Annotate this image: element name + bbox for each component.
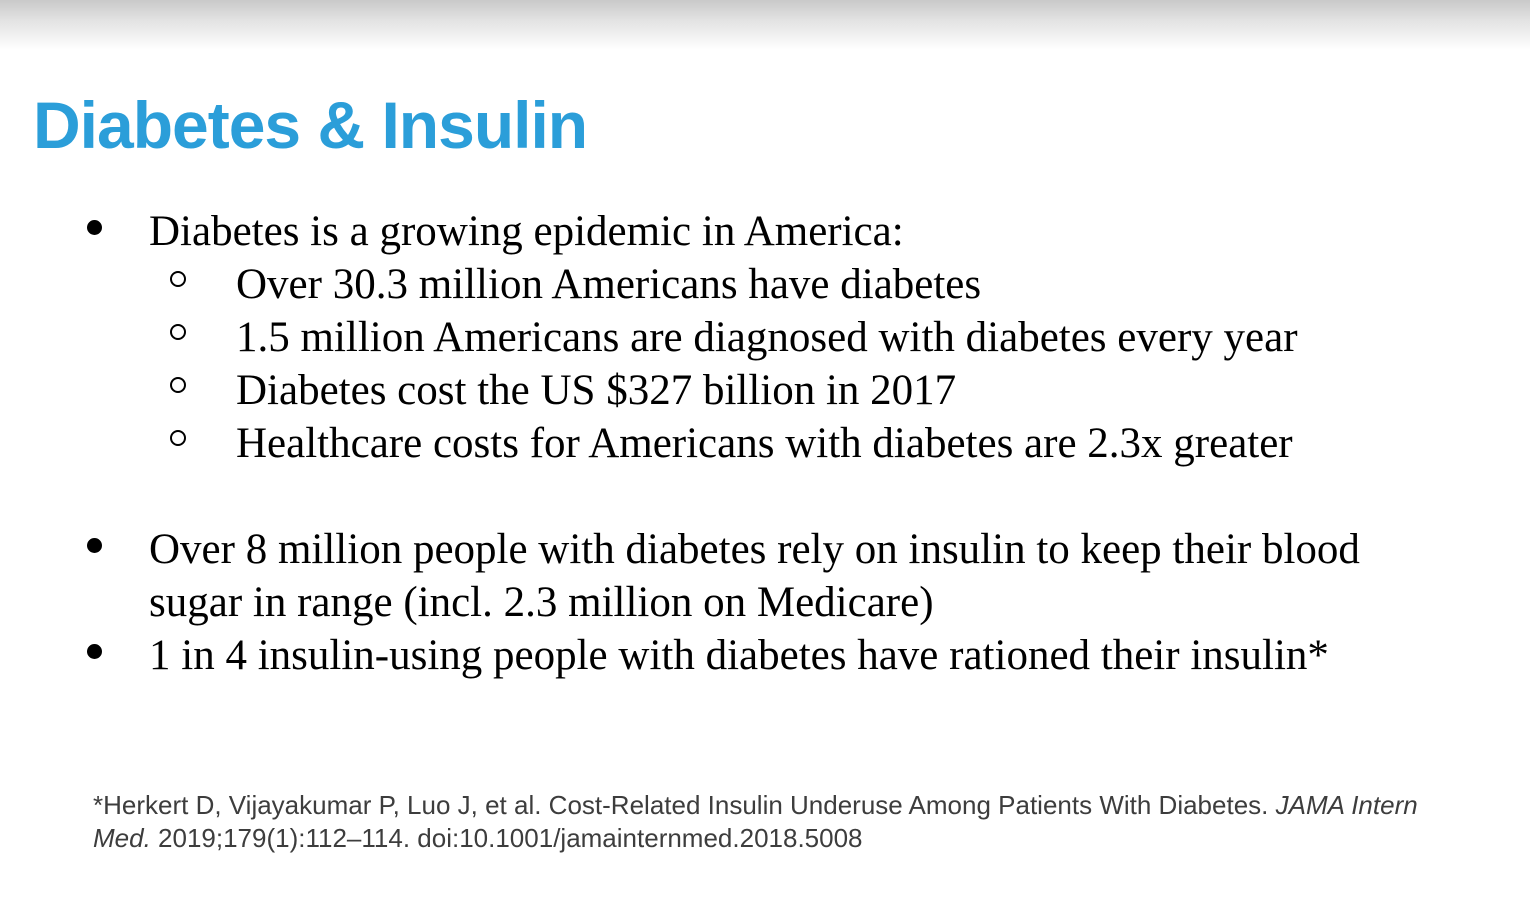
blank-line — [0, 470, 1470, 523]
bullet-circle-icon — [170, 377, 186, 393]
page-title: Diabetes & Insulin — [33, 88, 588, 162]
list-item-text: Diabetes is a growing epidemic in Americ… — [149, 208, 904, 255]
list-subitem-text: Over 30.3 million Americans have diabete… — [236, 261, 982, 308]
bullet-circle-icon — [170, 271, 186, 287]
citation-footnote: *Herkert D, Vijayakumar P, Luo J, et al.… — [93, 789, 1423, 855]
list-subitem: Over 30.3 million Americans have diabete… — [0, 258, 1470, 311]
list-item-text: Over 8 million people with diabetes rely… — [149, 526, 1360, 626]
bullet-circle-icon — [170, 324, 186, 340]
bullet-dot-icon — [87, 644, 102, 659]
list-item: 1 in 4 insulin-using people with diabete… — [0, 629, 1470, 682]
list-subitem: 1.5 million Americans are diagnosed with… — [0, 311, 1470, 364]
list-subitem-text: 1.5 million Americans are diagnosed with… — [236, 314, 1298, 361]
bullet-circle-icon — [170, 430, 186, 446]
bullet-dot-icon — [87, 220, 102, 235]
list-subitem: Diabetes cost the US $327 billion in 201… — [0, 364, 1470, 417]
list-item-text: 1 in 4 insulin-using people with diabete… — [149, 632, 1329, 679]
citation-journal-italic: JAMA Intern Med. — [93, 790, 1418, 853]
bullet-dot-icon — [87, 538, 102, 553]
citation-text-tail: 2019;179(1):112–114. doi:10.1001/jamaint… — [150, 823, 863, 853]
citation-text: *Herkert D, Vijayakumar P, Luo J, et al.… — [93, 790, 1276, 820]
header-gradient — [0, 0, 1530, 50]
list-subitem-text: Healthcare costs for Americans with diab… — [236, 420, 1293, 467]
list-item: Diabetes is a growing epidemic in Americ… — [0, 205, 1470, 258]
list-item: Over 8 million people with diabetes rely… — [0, 523, 1470, 629]
list-subitem-text: Diabetes cost the US $327 billion in 201… — [236, 367, 957, 414]
bullet-list: Diabetes is a growing epidemic in Americ… — [0, 205, 1470, 682]
list-subitem: Healthcare costs for Americans with diab… — [0, 417, 1470, 470]
